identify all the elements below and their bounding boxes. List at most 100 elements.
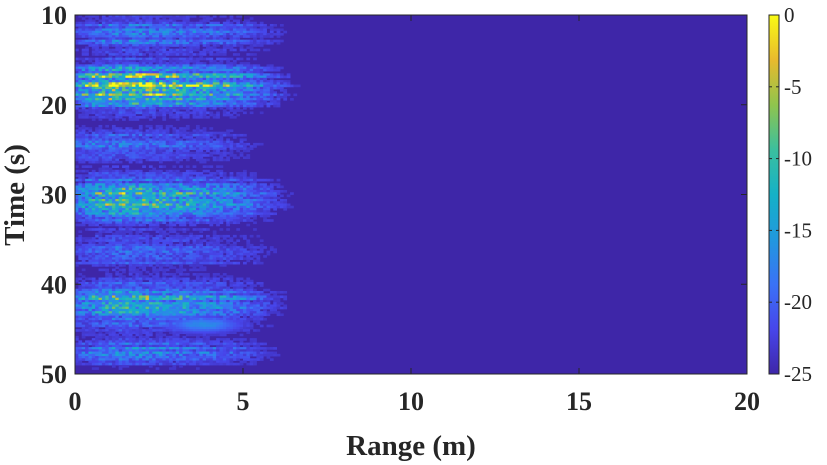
heatmap-cell	[85, 145, 89, 148]
heatmap-cell	[75, 35, 79, 38]
heatmap-cell	[95, 30, 99, 34]
heatmap-cell	[179, 106, 183, 110]
heatmap-cell	[91, 32, 96, 36]
heatmap-cell	[115, 73, 120, 76]
heatmap-cell	[98, 115, 103, 119]
heatmap-cell	[138, 77, 143, 81]
heatmap-cell	[216, 187, 220, 191]
heatmap-cell	[266, 32, 271, 36]
heatmap-cell	[111, 95, 116, 99]
heatmap-cell	[91, 207, 96, 211]
heatmap-cell	[222, 68, 227, 72]
heatmap-cell	[209, 57, 214, 61]
heatmap-cell	[239, 198, 244, 202]
heatmap-cell	[125, 59, 130, 63]
heatmap-cell	[209, 62, 214, 65]
heatmap-cell	[115, 169, 120, 173]
heatmap-cell	[122, 243, 126, 247]
heatmap-cell	[182, 17, 187, 20]
heatmap-cell	[273, 205, 277, 209]
heatmap-cell	[122, 234, 126, 238]
heatmap-cell	[148, 158, 153, 162]
heatmap-cell	[243, 41, 247, 45]
heatmap-cell	[152, 228, 157, 231]
heatmap-cell	[142, 41, 146, 45]
heatmap-cell	[165, 66, 170, 70]
heatmap-cell	[135, 17, 140, 20]
heatmap-cell	[212, 84, 217, 88]
heatmap-cell	[91, 228, 96, 231]
heatmap-cell	[246, 75, 251, 79]
heatmap-cell	[165, 127, 170, 130]
heatmap-cell	[175, 131, 180, 135]
heatmap-cell	[232, 246, 237, 249]
heatmap-cell	[159, 86, 163, 90]
heatmap-cell	[165, 62, 170, 65]
heatmap-cell	[182, 239, 187, 243]
heatmap-cell	[128, 19, 133, 23]
heatmap-cell	[88, 44, 93, 47]
heatmap-cell	[145, 66, 150, 70]
heatmap-cell	[91, 131, 96, 135]
heatmap-cell	[145, 172, 150, 175]
heatmap-cell	[125, 165, 130, 168]
heatmap-cell	[165, 95, 170, 99]
heatmap-cell	[91, 35, 96, 38]
heatmap-cell	[132, 212, 136, 216]
heatmap-cell	[111, 237, 116, 240]
heatmap-cell	[145, 71, 150, 74]
heatmap-cell	[128, 145, 133, 148]
heatmap-cell	[165, 129, 170, 133]
heatmap-cell	[118, 154, 123, 157]
heatmap-cell	[95, 15, 99, 18]
heatmap-cell	[229, 147, 234, 151]
heatmap-cell	[195, 129, 200, 133]
heatmap-cell	[105, 223, 109, 227]
heatmap-cell	[81, 219, 86, 222]
heatmap-cell	[138, 181, 143, 184]
heatmap-cell	[172, 71, 177, 74]
heatmap-cell	[128, 181, 133, 184]
heatmap-cell	[263, 98, 267, 101]
heatmap-cell	[155, 237, 160, 240]
heatmap-cell	[138, 176, 143, 180]
heatmap-cell	[101, 205, 106, 209]
heatmap-cell	[135, 232, 140, 236]
heatmap-cell	[222, 142, 227, 146]
heatmap-cell	[206, 91, 210, 94]
heatmap-cell	[122, 237, 126, 240]
heatmap-cell	[229, 35, 234, 38]
heatmap-cell	[199, 246, 204, 249]
heatmap-cell	[159, 201, 163, 204]
heatmap-cell	[243, 196, 247, 200]
heatmap-cell	[81, 80, 86, 83]
heatmap-cell	[111, 194, 116, 198]
heatmap-cell	[105, 174, 109, 177]
heatmap-cell	[101, 100, 106, 103]
heatmap-cell	[269, 219, 274, 222]
heatmap-cell	[179, 73, 183, 76]
heatmap-cell	[145, 174, 150, 177]
heatmap-cell	[189, 214, 193, 218]
heatmap-cell	[169, 77, 173, 81]
heatmap-cell	[88, 30, 93, 34]
heatmap-cell	[182, 71, 187, 74]
heatmap-cell	[263, 39, 267, 43]
heatmap-cell	[169, 142, 173, 146]
heatmap-cell	[78, 192, 83, 195]
heatmap-cell	[155, 21, 160, 25]
heatmap-cell	[159, 158, 163, 162]
heatmap-cell	[105, 89, 109, 92]
heatmap-cell	[195, 73, 200, 76]
heatmap-cell	[246, 64, 251, 67]
heatmap-cell	[162, 106, 167, 110]
heatmap-cell	[78, 198, 83, 202]
heatmap-cell	[122, 151, 126, 155]
heatmap-cell	[192, 102, 197, 106]
heatmap-cell	[162, 207, 167, 211]
heatmap-cell	[199, 93, 204, 97]
heatmap-cell	[253, 174, 257, 177]
heatmap-cell	[226, 84, 230, 88]
heatmap-cell	[199, 102, 204, 106]
heatmap-cell	[78, 230, 83, 234]
